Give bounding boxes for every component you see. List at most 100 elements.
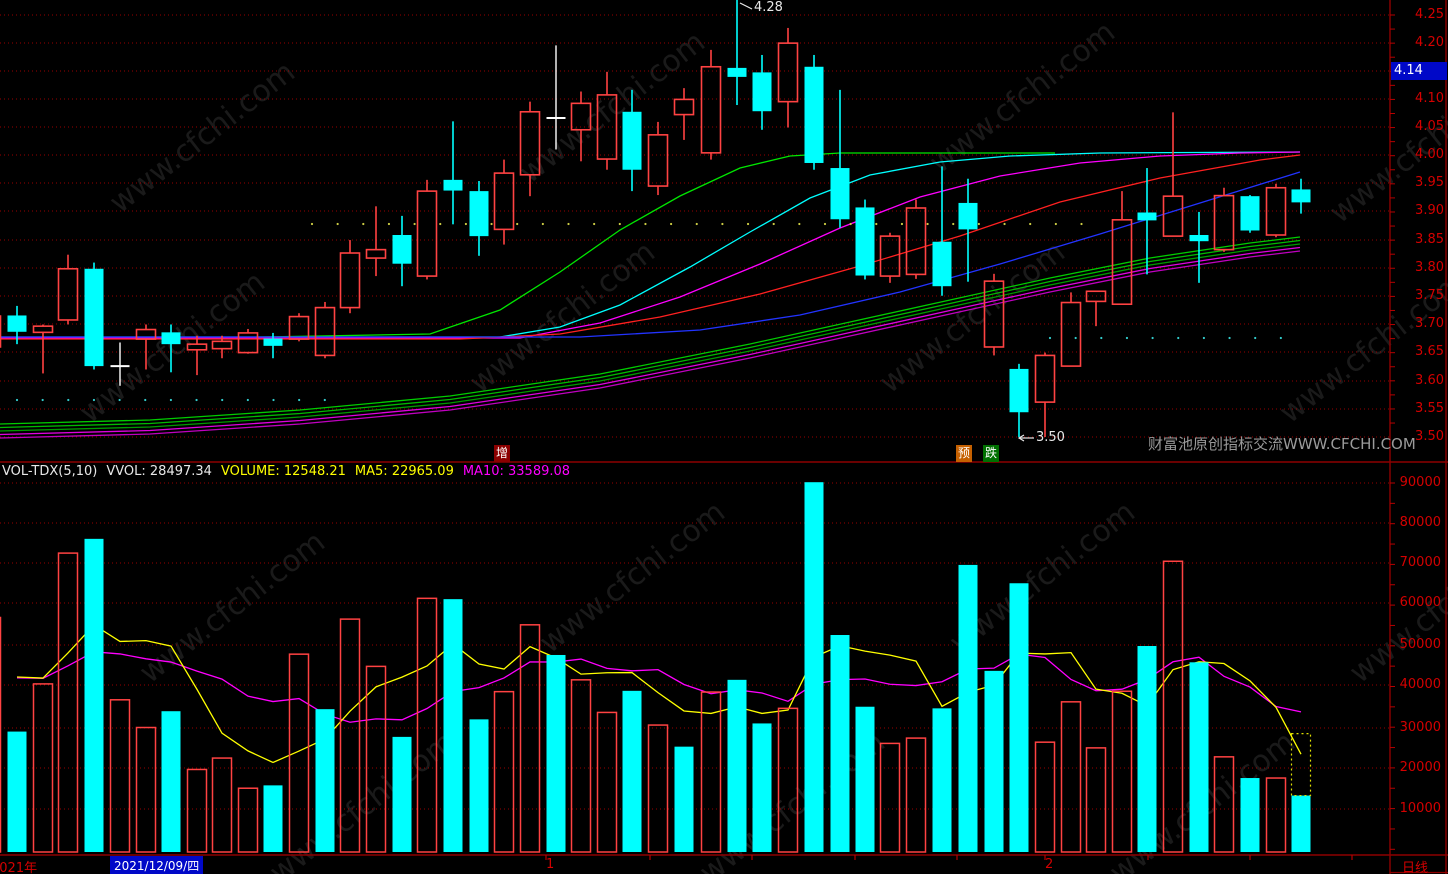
peak-price-annotation: 4.28 (754, 0, 783, 15)
candle-down (1009, 368, 1029, 413)
volume-axis-label: 60000 (1399, 595, 1441, 610)
volume-bar-down (161, 711, 181, 852)
volume-bar-down (1291, 795, 1311, 852)
candle-up (519, 110, 541, 176)
indicator-dot (977, 222, 981, 226)
ma10-value: MA10: 33589.08 (462, 464, 571, 479)
candle-down (84, 268, 104, 367)
trough-price-annotation: 3.50 (1036, 430, 1065, 445)
time-axis-label: 1 (546, 857, 555, 872)
volume-bar-up (570, 679, 592, 853)
candle-up (596, 94, 618, 160)
volume-bar-up (57, 552, 79, 853)
candle-down (392, 235, 412, 264)
indicator-dot (1003, 222, 1006, 226)
volume-bar-down (752, 723, 772, 852)
volume-bar-up (519, 624, 541, 853)
candle-up (1162, 195, 1184, 237)
volume-bar-up (109, 699, 131, 853)
volume-bar-down (443, 599, 463, 852)
price-axis-label: 4.00 (1415, 147, 1444, 162)
peak-annotation-arrow (739, 2, 753, 10)
indicator-dot (362, 222, 365, 226)
indicator-dot (1029, 222, 1032, 226)
indicator-dot (900, 222, 904, 226)
volume-axis-label: 90000 (1399, 475, 1441, 490)
volume-axis-label: 70000 (1399, 555, 1441, 570)
price-axis-label: 3.55 (1415, 401, 1444, 416)
candle-up (339, 252, 361, 309)
volume-indicator-header: VOL-TDX(5,10) VVOL: 28497.34 VOLUME: 125… (2, 464, 570, 479)
indicator-dot (1254, 336, 1257, 340)
candle-down (1137, 212, 1157, 221)
candle-up (186, 343, 208, 351)
candle-up (237, 332, 259, 354)
price-axis-label: 3.95 (1415, 175, 1444, 190)
indicator-dot (541, 222, 544, 226)
indicator-dot (1125, 336, 1129, 340)
ma-bundle-green-3 (0, 243, 1301, 432)
candle-down (932, 241, 952, 287)
volume-bar-down (315, 709, 335, 852)
indicator-dot (387, 222, 391, 226)
volume-bar-up (905, 737, 927, 853)
indicator-dot (567, 222, 570, 226)
time-axis-label: 2 (1045, 857, 1054, 872)
candle-down (830, 168, 850, 220)
volume-bar-down (1240, 778, 1260, 852)
indicator-dot (1074, 336, 1077, 340)
candle-up (1265, 186, 1287, 236)
cursor-date-box: 2021/12/09/四 (110, 856, 204, 874)
indicator-dot (952, 222, 955, 226)
volume-bar-up (1265, 777, 1287, 853)
volume-bar-up (700, 691, 722, 853)
ma-bundle-magenta-2 (0, 250, 1301, 439)
indicator-dot (67, 398, 70, 402)
volume-bar-up (365, 665, 387, 853)
volume-axis-label: 40000 (1399, 677, 1441, 692)
indicator-dot (310, 222, 314, 226)
volume-bar-down (469, 719, 489, 852)
volume-bar-up (1162, 560, 1184, 853)
indicator-dot (92, 398, 96, 402)
candle-up (1111, 219, 1133, 306)
candle-down (263, 338, 283, 346)
cursor-price-box: 4.14 (1391, 62, 1447, 80)
indicator-dot (246, 398, 249, 402)
indicator-dot (849, 222, 852, 226)
volume-bar-up (211, 757, 233, 853)
volume-bar-down (622, 690, 642, 852)
indicator-dot (41, 398, 44, 402)
candle-up (314, 306, 336, 357)
volume-bar-down (932, 708, 952, 852)
candle-down (1291, 189, 1311, 203)
indicator-dot (298, 398, 301, 402)
candle-down (622, 111, 642, 170)
price-axis-label: 4.10 (1415, 91, 1444, 106)
indicator-dot (413, 222, 416, 226)
volume-bar-up (339, 618, 361, 853)
indicator-dot (195, 398, 198, 402)
signal-badge-forecast: 预 (956, 445, 972, 462)
indicator-dot (516, 222, 519, 226)
indicator-dot (144, 398, 147, 402)
indicator-dot (323, 398, 326, 402)
indicator-dot (593, 222, 596, 226)
indicator-name: VOL-TDX(5,10) (2, 464, 98, 479)
volume-bar-up (237, 787, 259, 853)
volume-bar-up (1213, 756, 1235, 853)
indicator-dot (118, 398, 121, 402)
volume-bar-up (493, 690, 515, 853)
volume-bar-up (135, 726, 157, 853)
vvol-value: VVOL: 28497.34 (106, 464, 212, 479)
indicator-dot (15, 398, 19, 402)
indicator-dot (772, 222, 775, 226)
footer-watermark: 财富池原创指标交流WWW.CFCHI.COM (1148, 435, 1416, 453)
volume-bar-up (1060, 701, 1082, 853)
indicator-dot (439, 222, 442, 226)
volume-bar-down (855, 706, 875, 852)
ma-magenta (0, 151, 1301, 339)
indicator-dot (798, 222, 801, 226)
